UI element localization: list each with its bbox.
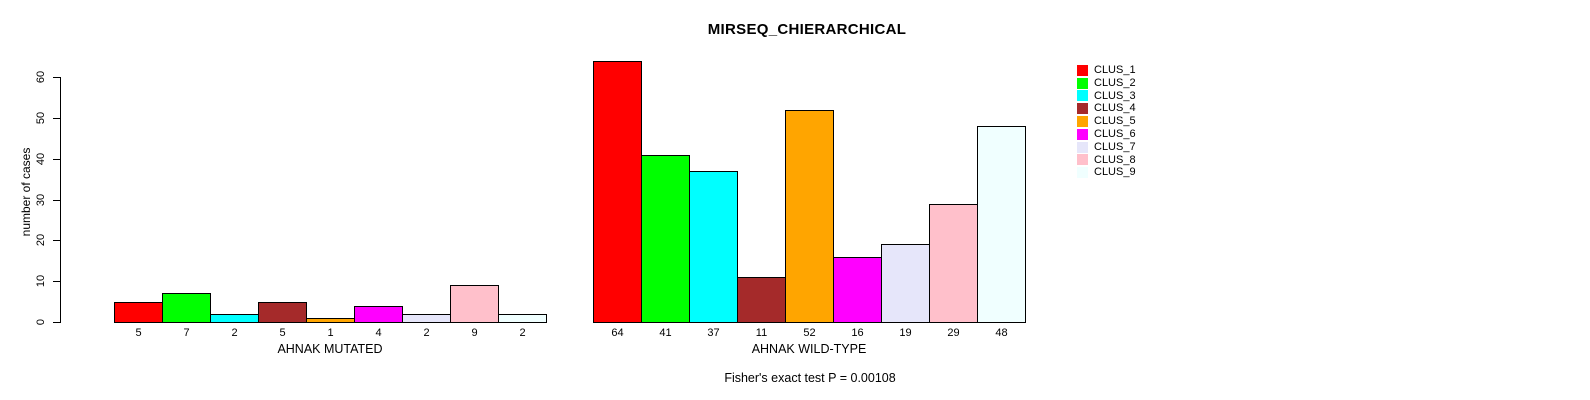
bar-CLUS_4-group2	[737, 277, 786, 323]
chart-title: MIRSEQ_CHIERARCHICAL	[707, 21, 907, 38]
legend-swatch	[1077, 64, 1088, 76]
bar-CLUS_4-group1	[258, 302, 307, 323]
y-tick-label: 50	[35, 111, 47, 125]
bar-CLUS_7-group1	[402, 314, 451, 323]
bar-value-label: 5	[279, 327, 286, 339]
bar-value-label: 7	[183, 327, 190, 339]
bar-value-label: 4	[375, 327, 382, 339]
bar-CLUS_1-group2	[593, 61, 642, 323]
legend-item-CLUS_9: CLUS_9	[1077, 166, 1136, 179]
y-tick-label: 10	[35, 274, 47, 288]
legend-label: CLUS_3	[1094, 89, 1136, 102]
bar-CLUS_6-group2	[833, 257, 882, 323]
y-axis-label: number of cases	[19, 147, 33, 237]
legend-swatch	[1077, 77, 1088, 89]
legend-item-CLUS_3: CLUS_3	[1077, 90, 1136, 103]
bar-value-label: 64	[611, 327, 624, 339]
y-tick-label: 60	[35, 70, 47, 84]
bar-value-label: 2	[423, 327, 430, 339]
bar-value-label: 1	[327, 327, 334, 339]
y-tick-label: 30	[35, 193, 47, 207]
y-tick-mark	[53, 118, 61, 119]
bar-value-label: 16	[851, 327, 864, 339]
legend-item-CLUS_8: CLUS_8	[1077, 154, 1136, 167]
y-tick-mark	[53, 200, 61, 201]
bar-value-label: 19	[899, 327, 912, 339]
legend-swatch	[1077, 103, 1088, 115]
fisher-test-annotation: Fisher's exact test P = 0.00108	[724, 371, 896, 385]
legend-label: CLUS_2	[1094, 76, 1136, 89]
legend-label: CLUS_5	[1094, 115, 1136, 128]
y-tick-mark	[53, 77, 61, 78]
legend-label: CLUS_7	[1094, 140, 1136, 153]
legend-item-CLUS_7: CLUS_7	[1077, 141, 1136, 154]
bar-CLUS_6-group1	[354, 306, 403, 323]
bar-CLUS_8-group2	[929, 204, 978, 323]
bar-value-label: 2	[231, 327, 238, 339]
bar-value-label: 41	[659, 327, 672, 339]
legend-swatch	[1077, 141, 1088, 153]
y-tick-mark	[53, 240, 61, 241]
legend-swatch	[1077, 154, 1088, 166]
bar-CLUS_8-group1	[450, 285, 499, 323]
bar-CLUS_3-group2	[689, 171, 738, 323]
legend-swatch	[1077, 128, 1088, 140]
legend-swatch	[1077, 90, 1088, 102]
legend-label: CLUS_1	[1094, 64, 1136, 76]
y-tick-label: 40	[35, 152, 47, 166]
bar-value-label: 52	[803, 327, 816, 339]
bar-CLUS_5-group2	[785, 110, 834, 323]
bar-CLUS_2-group2	[641, 155, 690, 323]
legend-swatch	[1077, 116, 1088, 128]
legend-item-CLUS_6: CLUS_6	[1077, 128, 1136, 141]
y-tick-mark	[53, 281, 61, 282]
bar-CLUS_5-group1	[306, 318, 355, 323]
bar-CLUS_2-group1	[162, 293, 211, 323]
x-axis-label-mutated: AHNAK MUTATED	[277, 342, 383, 356]
bar-CLUS_1-group1	[114, 302, 163, 323]
legend-item-CLUS_4: CLUS_4	[1077, 102, 1136, 115]
x-axis-label-wildtype: AHNAK WILD-TYPE	[751, 342, 867, 356]
legend: CLUS_1 CLUS_2 CLUS_3 CLUS_4 CLUS_5 CLUS_6 CLUS…	[1077, 64, 1136, 179]
bar-value-label: 9	[471, 327, 478, 339]
bar-CLUS_7-group2	[881, 244, 930, 323]
legend-item-CLUS_2: CLUS_2	[1077, 77, 1136, 90]
bar-value-label: 29	[947, 327, 960, 339]
y-tick-label: 20	[35, 233, 47, 247]
y-tick-mark	[53, 322, 61, 323]
legend-label: CLUS_6	[1094, 127, 1136, 140]
bar-CLUS_9-group1	[498, 314, 547, 323]
legend-label: CLUS_8	[1094, 153, 1136, 166]
bar-CLUS_3-group1	[210, 314, 259, 323]
legend-label: CLUS_9	[1094, 166, 1136, 179]
legend-item-CLUS_1: CLUS_1	[1077, 64, 1136, 77]
legend-item-CLUS_5: CLUS_5	[1077, 115, 1136, 128]
y-tick-label: 0	[35, 318, 47, 326]
y-tick-mark	[53, 159, 61, 160]
bar-value-label: 37	[707, 327, 720, 339]
bar-value-label: 5	[135, 327, 142, 339]
bar-value-label: 48	[995, 327, 1008, 339]
bar-value-label: 11	[755, 327, 768, 339]
bar-value-label: 2	[519, 327, 526, 339]
legend-swatch	[1077, 167, 1088, 179]
bar-CLUS_9-group2	[977, 126, 1026, 323]
legend-label: CLUS_4	[1094, 102, 1136, 115]
